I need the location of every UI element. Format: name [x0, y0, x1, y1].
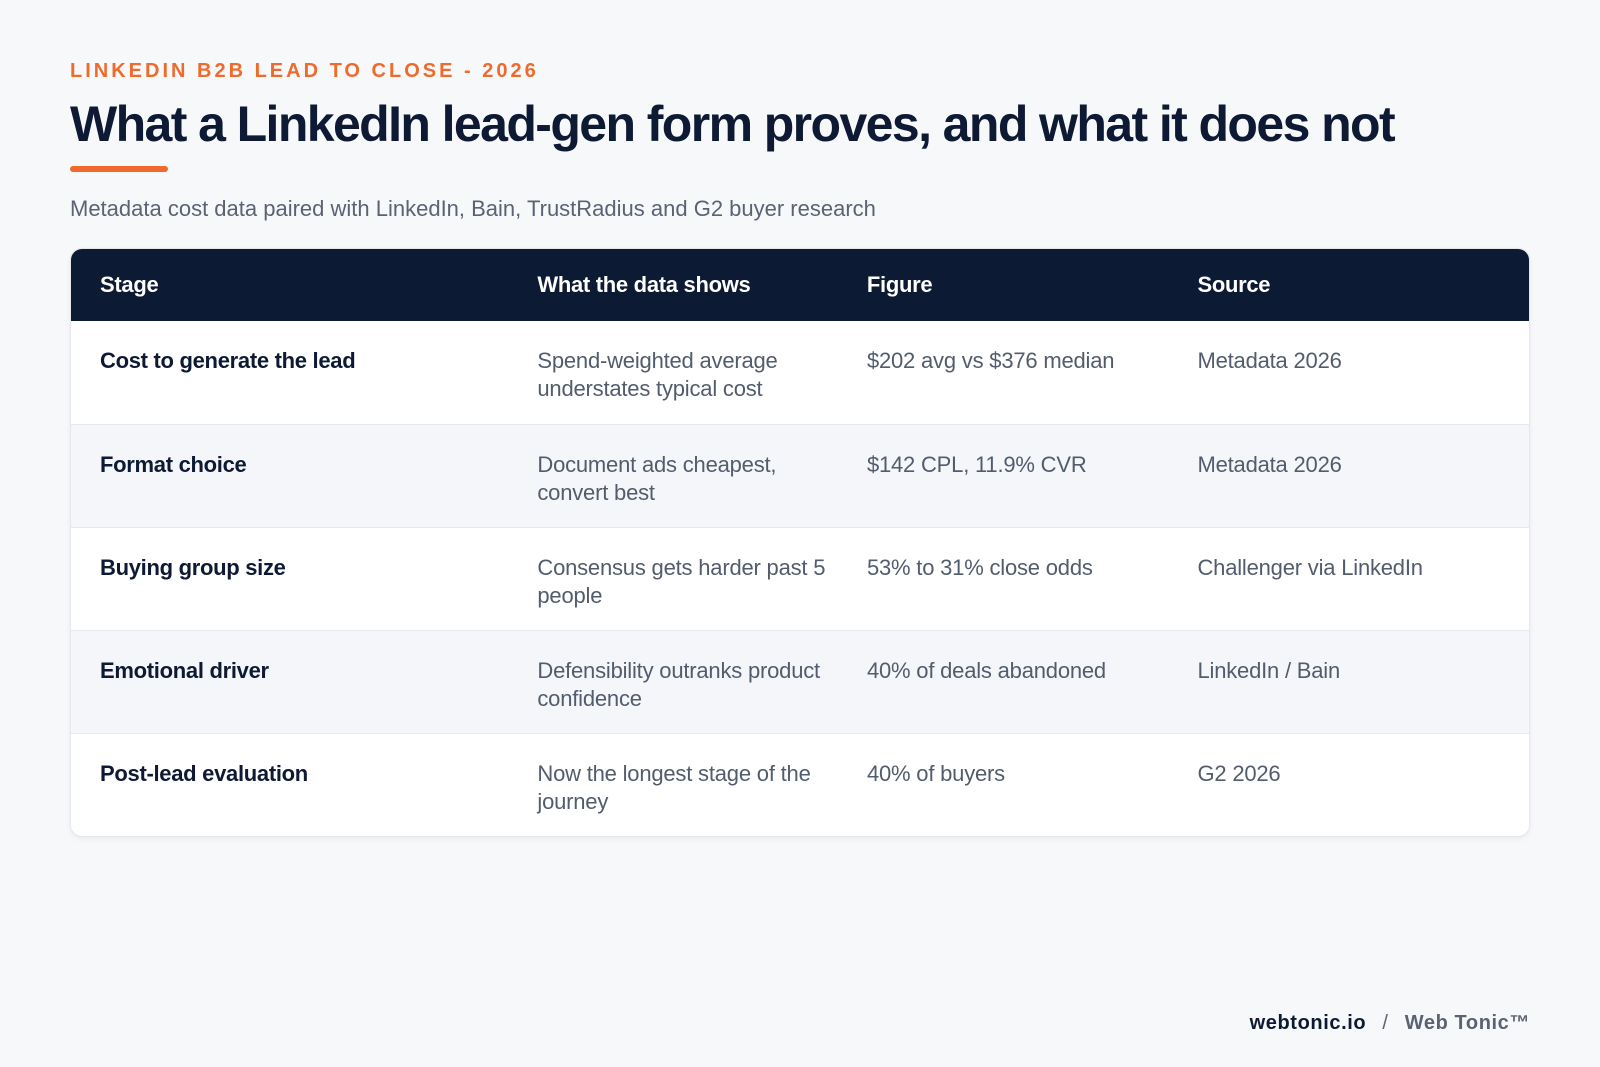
column-header-figure: Figure: [866, 272, 933, 297]
page-title: What a LinkedIn lead-gen form proves, an…: [70, 96, 1396, 152]
stage-cell: Buying group size: [100, 555, 286, 580]
figure-cell: 40% of buyers: [866, 761, 1005, 786]
stage-cell: Format choice: [100, 452, 247, 477]
footer-brand: Web Tonic™: [1404, 1012, 1530, 1034]
data-shows-cell: Spend-weighted average understates typic…: [537, 348, 778, 401]
title-accent-bar: [70, 166, 168, 172]
data-shows-cell: Now the longest stage of the journey: [537, 761, 811, 814]
table-row: Emotional driver Defensibility outranks …: [71, 630, 1529, 733]
footer-separator: /: [1382, 1012, 1389, 1034]
data-shows-cell: Consensus gets harder past 5 people: [537, 555, 826, 608]
footer-credit: webtonic.io / Web Tonic™: [1250, 1012, 1530, 1035]
page-subtitle: Metadata cost data paired with LinkedIn,…: [70, 196, 876, 221]
column-header-source: Source: [1197, 272, 1271, 297]
table-row: Post-lead evaluation Now the longest sta…: [71, 733, 1529, 836]
table-header: Stage What the data shows Figure Source: [71, 249, 1529, 321]
stage-cell: Emotional driver: [100, 658, 269, 683]
stage-cell: Cost to generate the lead: [100, 348, 356, 373]
table-row: Buying group size Consensus gets harder …: [71, 527, 1529, 630]
stage-cell: Post-lead evaluation: [100, 761, 308, 786]
table-row: Format choice Document ads cheapest, con…: [71, 424, 1529, 527]
source-cell: Metadata 2026: [1197, 452, 1342, 477]
data-shows-cell: Document ads cheapest, convert best: [537, 452, 777, 505]
figure-cell: 53% to 31% close odds: [866, 555, 1093, 580]
source-cell: G2 2026: [1197, 761, 1281, 786]
source-cell: Challenger via LinkedIn: [1197, 555, 1423, 580]
figure-cell: 40% of deals abandoned: [866, 658, 1106, 683]
column-header-data-shows: What the data shows: [537, 272, 751, 297]
source-cell: LinkedIn / Bain: [1197, 658, 1341, 683]
source-cell: Metadata 2026: [1197, 348, 1342, 373]
table-row: Cost to generate the lead Spend-weighted…: [71, 321, 1529, 424]
footer-domain: webtonic.io: [1249, 1012, 1367, 1034]
data-table: Stage What the data shows Figure Source …: [70, 248, 1530, 837]
figure-cell: $142 CPL, 11.9% CVR: [866, 452, 1087, 477]
figure-cell: $202 avg vs $376 median: [866, 348, 1115, 373]
column-header-stage: Stage: [100, 272, 159, 297]
data-shows-cell: Defensibility outranks product confidenc…: [537, 658, 820, 711]
eyebrow-label: LINKEDIN B2B LEAD TO CLOSE - 2026: [70, 60, 539, 82]
